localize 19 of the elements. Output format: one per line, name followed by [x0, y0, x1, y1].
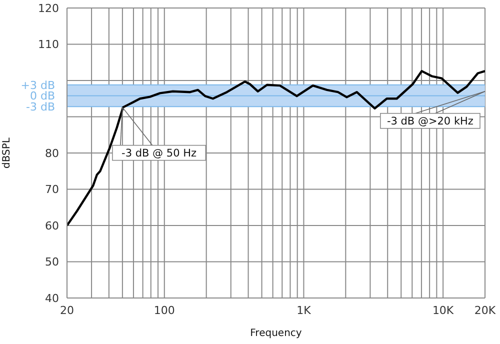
x-axis-title: Frequency [250, 328, 302, 339]
ref-line-label: -3 dB [26, 100, 55, 114]
y-tick-label: 50 [45, 256, 59, 269]
annotation: -3 dB @>20 kHz [386, 115, 474, 128]
x-tick-label: 10K [432, 304, 454, 317]
y-tick-label: 40 [45, 292, 59, 305]
y-axis-title: dBSPL [2, 137, 13, 168]
x-tick-label: 1K [296, 304, 312, 317]
annotation: -3 dB @ 50 Hz [122, 147, 198, 160]
y-tick-label: 60 [45, 219, 59, 232]
x-tick-label: 20K [474, 304, 496, 317]
y-tick-label: 120 [38, 2, 59, 15]
y-tick-label: 110 [38, 38, 59, 52]
x-tick-label: 20 [60, 304, 74, 317]
ref-line-label: +3 dB [20, 78, 55, 92]
x-tick-label: 100 [154, 304, 175, 317]
y-tick-label: 80 [45, 146, 59, 160]
ref-line-label: 0 dB [30, 90, 55, 103]
y-tick-label: 70 [45, 183, 59, 196]
